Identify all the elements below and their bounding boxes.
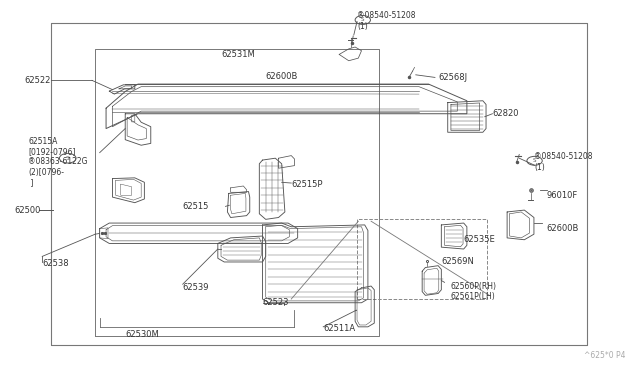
Text: 62523: 62523 xyxy=(262,298,289,307)
Text: ®08540-51208
(1): ®08540-51208 (1) xyxy=(357,12,415,31)
Text: 62538: 62538 xyxy=(42,259,69,268)
Text: 62560P(RH)
62561P(LH): 62560P(RH) 62561P(LH) xyxy=(451,282,497,301)
Text: 62515P: 62515P xyxy=(291,180,323,189)
Text: 62569N: 62569N xyxy=(442,257,474,266)
Text: ^625*0 P4: ^625*0 P4 xyxy=(584,351,625,360)
Text: ®08540-51208
(1): ®08540-51208 (1) xyxy=(534,152,593,171)
Text: 96010F: 96010F xyxy=(547,191,578,200)
Text: 62515: 62515 xyxy=(182,202,209,211)
Text: S: S xyxy=(361,17,365,22)
Text: 62530M: 62530M xyxy=(125,330,159,339)
Text: 62522: 62522 xyxy=(24,76,51,85)
Text: S: S xyxy=(66,156,70,161)
Text: S: S xyxy=(533,158,536,163)
Text: 62568J: 62568J xyxy=(438,73,467,82)
Text: 62539: 62539 xyxy=(182,283,209,292)
Text: 62600B: 62600B xyxy=(547,224,579,233)
Text: 62511A: 62511A xyxy=(323,324,355,333)
Text: 62500: 62500 xyxy=(15,206,41,215)
Text: 62600B: 62600B xyxy=(266,72,298,81)
Text: 62535E: 62535E xyxy=(464,235,495,244)
Text: 62820: 62820 xyxy=(492,109,519,118)
Text: 62531M: 62531M xyxy=(221,50,255,59)
Text: 62515A
[0192-0796]
®08363-6122G
(2)[0796-
 ]: 62515A [0192-0796] ®08363-6122G (2)[0796… xyxy=(28,137,88,187)
